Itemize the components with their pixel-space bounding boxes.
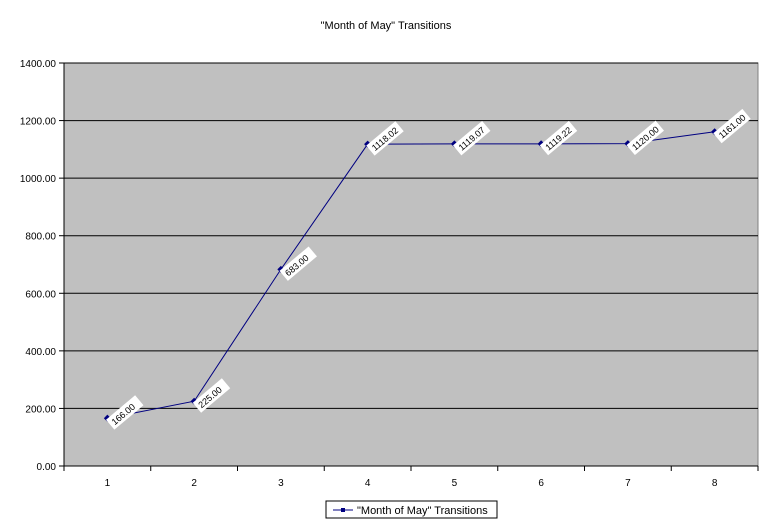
x-tick-label: 6	[538, 478, 544, 489]
x-tick-label: 3	[278, 478, 284, 489]
legend: "Month of May" Transitions	[325, 500, 498, 519]
x-tick-label: 1	[105, 478, 111, 489]
legend-entry-label: "Month of May" Transitions	[357, 505, 488, 517]
y-tick-label: 600.00	[25, 289, 56, 300]
plot-area	[63, 62, 759, 467]
plot-area-group: 0.00 200.00 400.00 600.00 800.00 1000.00 1200.…	[20, 59, 759, 489]
y-tick-label: 1400.00	[20, 59, 57, 70]
x-tick-label: 4	[365, 478, 371, 489]
y-tick-label: 1200.00	[20, 117, 57, 128]
y-tick-label: 1000.00	[20, 174, 57, 185]
legend-marker-swatch	[341, 508, 345, 512]
chart-title: "Month of May" Transitions	[321, 20, 452, 32]
data-label-background	[366, 121, 404, 156]
series-line	[107, 131, 715, 419]
x-tick-label: 7	[625, 478, 631, 489]
data-label-background	[713, 108, 751, 144]
x-tick-label: 8	[712, 478, 718, 489]
data-label-background	[453, 120, 491, 156]
y-tick-label: 0.00	[37, 462, 57, 473]
y-tick-label: 800.00	[25, 232, 56, 243]
data-label-background	[279, 246, 317, 281]
x-tick-label: 2	[191, 478, 197, 489]
x-tick-label: 5	[452, 478, 458, 489]
data-label-background	[539, 120, 578, 156]
data-label-background	[192, 378, 231, 413]
y-tick-label: 200.00	[25, 404, 56, 415]
data-label-background	[106, 395, 144, 430]
legend-box	[325, 500, 498, 519]
y-tick-label: 400.00	[25, 347, 56, 358]
data-label-background	[626, 120, 664, 156]
